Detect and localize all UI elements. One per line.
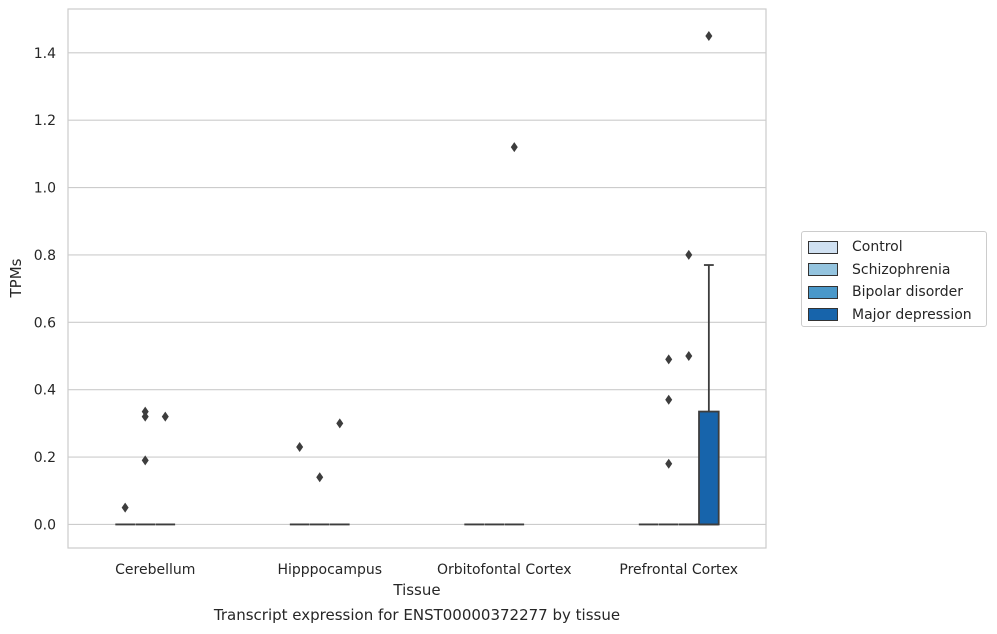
y-tick-label: 1.0 [34, 181, 56, 197]
legend-item: Major depression [808, 304, 980, 327]
legend-item: Bipolar disorder [808, 281, 980, 304]
outlier-point [685, 249, 693, 260]
outlier-point [665, 354, 673, 365]
x-tick-label: Prefrontal Cortex [619, 562, 738, 578]
outlier-point [685, 350, 693, 361]
boxes [115, 264, 720, 526]
x-tick-label: Orbitofontal Cortex [437, 562, 572, 578]
legend-label: Control [852, 239, 903, 256]
outlier-point [665, 458, 673, 469]
outlier-point [705, 30, 713, 41]
box-body [698, 410, 720, 526]
outlier-point [296, 441, 304, 452]
legend-label: Schizophrenia [852, 261, 951, 278]
outlier-point [161, 411, 169, 422]
y-tick-label: 1.2 [34, 113, 56, 129]
y-axis-label: TPMs [7, 258, 25, 298]
y-tick-label: 0.0 [34, 517, 56, 533]
outlier-point [316, 472, 324, 483]
outlier-point [665, 394, 673, 405]
x-tick-labels: Cerebellum Hipppocampus Orbitofontal Corte… [115, 562, 738, 578]
legend-item: Control [808, 236, 980, 259]
y-tick-label: 0.8 [34, 248, 56, 264]
legend: Control Schizophrenia Bipolar disorder Majo… [801, 231, 987, 327]
outlier-point [141, 406, 149, 417]
y-tick-label: 1.4 [34, 46, 56, 62]
legend-swatch [808, 308, 838, 322]
x-tick-label: Cerebellum [115, 562, 195, 578]
outlier-point [141, 455, 149, 466]
legend-swatch [808, 240, 838, 254]
legend-swatch [808, 263, 838, 277]
legend-swatch [808, 285, 838, 299]
y-tick-label: 0.6 [34, 315, 56, 331]
y-tick-label: 0.2 [34, 450, 56, 466]
outlier-point [121, 502, 129, 513]
outlier-point [141, 411, 149, 422]
box-major-depression [698, 264, 720, 526]
x-axis-label: Tissue [392, 581, 440, 599]
legend-item: Schizophrenia [808, 259, 980, 282]
outliers [121, 30, 713, 513]
legend-label: Major depression [852, 306, 972, 323]
y-tick-label: 0.4 [34, 383, 56, 399]
y-tick-labels: 0.0 0.2 0.4 0.6 0.8 1.0 1.2 1.4 [34, 46, 56, 534]
chart-title: Transcript expression for ENST0000037227… [213, 606, 621, 624]
x-tick-label: Hipppocampus [277, 562, 382, 578]
outlier-point [336, 418, 344, 429]
plot-area [67, 8, 767, 549]
legend-label: Bipolar disorder [852, 284, 964, 301]
outlier-point [510, 142, 518, 153]
